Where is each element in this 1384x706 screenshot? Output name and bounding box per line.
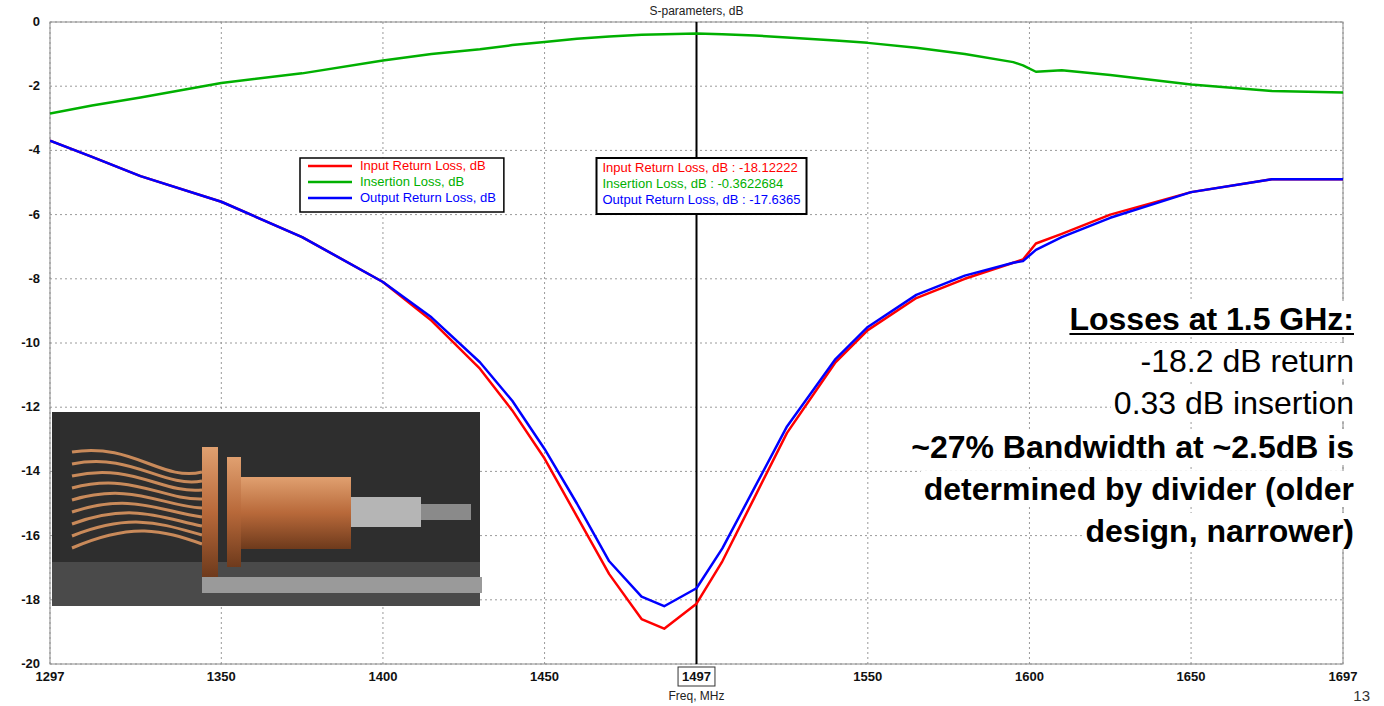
photo-cable	[72, 522, 202, 536]
chart: S-parameters, dB -2 0 -18 -16 -14 -12 -10 -8 -6 -4…	[0, 0, 1384, 706]
y-tick-label: -4	[28, 142, 40, 157]
legend: Input Return Loss, dBInsertion Loss, dBO…	[300, 158, 504, 212]
y-tick-label: -6	[28, 207, 40, 222]
x-tick-label: 1550	[853, 669, 882, 684]
grid-line	[1029, 22, 1030, 664]
photo-bg	[52, 412, 480, 606]
photo-flange	[202, 447, 218, 577]
cursor-label: Insertion Loss, dB : -0.3622684	[603, 176, 784, 191]
legend-label: Input Return Loss, dB	[360, 158, 486, 173]
y-tick-label: -12	[21, 399, 40, 414]
legend-swatch	[308, 197, 352, 200]
annotation-patch	[1083, 513, 1358, 549]
annotations: Losses at 1.5 GHz: -18.2 dB return 0.33 dB…	[908, 301, 1357, 549]
x-tick-label: 1297	[36, 669, 65, 684]
y-tick-label: -14	[21, 463, 41, 478]
inset-photo	[52, 412, 482, 606]
grid-line	[544, 22, 545, 664]
annotation-patch	[1138, 343, 1357, 379]
annotation-patch	[908, 429, 1357, 465]
annotation-underline	[1069, 333, 1354, 335]
annotation: ~27% Bandwidth at ~2.5dB is	[911, 429, 1354, 465]
x-tick-label: 1697	[1329, 669, 1358, 684]
grid-line	[867, 22, 868, 664]
annotation: design, narrower)	[1086, 513, 1355, 549]
legend-swatch	[308, 165, 352, 168]
y-tick-label: -8	[28, 271, 40, 286]
y-tick-label: -2	[28, 78, 40, 93]
annotation-patch	[921, 471, 1357, 507]
x-tick-label: 1450	[530, 669, 559, 684]
x-tick-label: 1350	[207, 669, 236, 684]
photo-cable	[72, 531, 202, 548]
y-tick-label: -18	[21, 592, 40, 607]
cursor-tick-box	[678, 667, 715, 686]
cursor-label: Output Return Loss, dB : -17.6365	[603, 192, 801, 207]
legend-label: Output Return Loss, dB	[360, 190, 496, 205]
grid-line	[696, 22, 697, 664]
photo-rail	[202, 577, 482, 593]
cursor-label: Input Return Loss, dB : -18.12222	[603, 160, 798, 175]
legend-swatch	[308, 181, 352, 184]
photo-cable	[72, 513, 202, 526]
cursor-box	[597, 158, 807, 214]
annotation: Losses at 1.5 GHz:	[1069, 301, 1354, 337]
photo-connector	[421, 504, 471, 520]
y-tick-label: -16	[21, 528, 40, 543]
photo-cable	[72, 503, 202, 517]
photo-cylinder	[241, 477, 351, 549]
x-tick-label: 1600	[1015, 669, 1044, 684]
page-number: 13	[1353, 687, 1370, 704]
x-axis-title: Freq, MHz	[668, 689, 724, 703]
annotation: 0.33 dB insertion	[1114, 385, 1354, 421]
annotation-patch	[1111, 385, 1357, 421]
legend-box	[300, 158, 504, 212]
annotation: determined by divider (older	[924, 471, 1354, 507]
cursor-readout: Input Return Loss, dB : -18.12222Inserti…	[597, 158, 807, 214]
y-tick-label: -10	[21, 335, 40, 350]
x-tick-label: 1400	[368, 669, 397, 684]
series-line	[50, 34, 1343, 114]
x-tick-label: 1497	[682, 669, 711, 684]
legend-label: Insertion Loss, dB	[360, 174, 464, 189]
photo-adapter	[351, 497, 421, 527]
photo-flange	[227, 457, 241, 567]
x-tick-label: 1650	[1177, 669, 1206, 684]
cursor-line	[696, 22, 698, 664]
annotation: -18.2 dB return	[1141, 343, 1354, 379]
title: S-parameters, dB	[649, 4, 743, 18]
annotation-patch	[1066, 301, 1357, 337]
y-tick-label: 0	[33, 14, 40, 29]
background	[0, 0, 1384, 706]
